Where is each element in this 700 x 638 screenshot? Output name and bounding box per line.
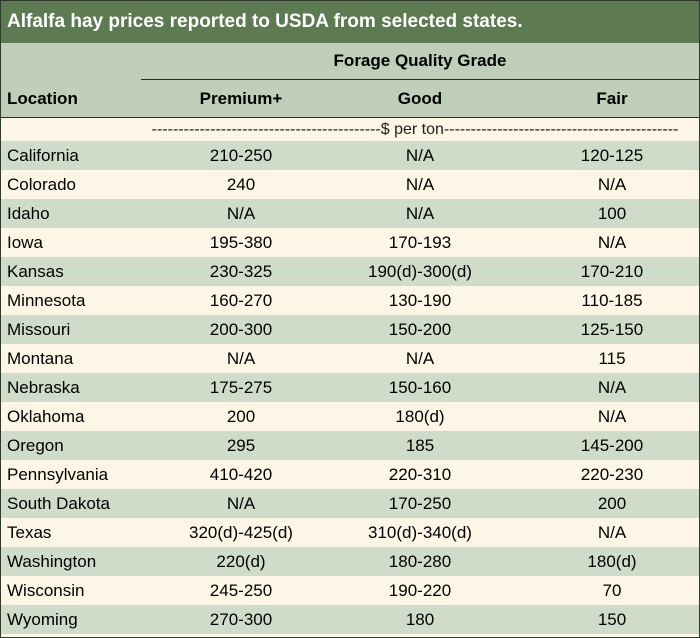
premium-column-header: Premium+: [199, 89, 283, 108]
location-cell: Montana: [7, 349, 74, 368]
table-header: Forage Quality Grade Location Premium+ G…: [1, 43, 699, 117]
table-row: Wisconsin 245-250 190-220 70: [1, 576, 699, 605]
location-cell: Oklahoma: [7, 407, 85, 426]
premium-cell: 245-250: [209, 581, 273, 600]
location-cell: South Dakota: [7, 494, 111, 513]
table-row: Kansas 230-325 190(d)-300(d) 170-210: [1, 257, 699, 286]
premium-cell: 200: [226, 407, 256, 426]
good-cell: 185: [405, 436, 435, 455]
premium-cell: 410-420: [209, 465, 273, 484]
location-column-header: Location: [7, 89, 78, 108]
good-cell: 150-160: [388, 378, 452, 397]
premium-cell: 230-325: [209, 262, 273, 281]
fair-cell: N/A: [597, 175, 627, 194]
good-column-header: Good: [397, 89, 443, 108]
header-rule: [141, 79, 699, 80]
location-cell: Missouri: [7, 320, 71, 339]
location-cell: Minnesota: [7, 291, 86, 310]
table-row: Minnesota 160-270 130-190 110-185: [1, 286, 699, 315]
premium-cell: 200-300: [209, 320, 273, 339]
location-cell: Kansas: [7, 262, 64, 281]
fair-cell: 100: [597, 204, 627, 223]
premium-cell: N/A: [226, 349, 256, 368]
table-row: Missouri 200-300 150-200 125-150: [1, 315, 699, 344]
table-body: California 210-250 N/A 120-125 Colorado 240 N/…: [1, 141, 699, 634]
location-cell: Nebraska: [7, 378, 80, 397]
good-cell: 180: [405, 610, 435, 629]
good-cell: 170-250: [388, 494, 452, 513]
table-title: Alfalfa hay prices reported to USDA from…: [1, 1, 699, 43]
good-cell: 180(d): [395, 407, 445, 426]
good-cell: 170-193: [388, 233, 452, 252]
premium-cell: 175-275: [209, 378, 273, 397]
premium-cell: 210-250: [209, 146, 273, 165]
good-cell: 310(d)-340(d): [368, 523, 472, 542]
good-cell: N/A: [405, 349, 435, 368]
premium-cell: N/A: [226, 494, 256, 513]
fair-cell: 220-230: [580, 465, 644, 484]
location-cell: Wisconsin: [7, 581, 85, 600]
location-cell: California: [7, 146, 79, 165]
premium-cell: 195-380: [209, 233, 273, 252]
location-cell: Wyoming: [7, 610, 78, 629]
fair-cell: 200: [597, 494, 627, 513]
location-cell: Washington: [7, 552, 97, 571]
table-row: Montana N/A N/A 115: [1, 344, 699, 373]
fair-cell: N/A: [597, 378, 627, 397]
table-row: Idaho N/A N/A 100: [1, 199, 699, 228]
table-row: Pennsylvania 410-420 220-310 220-230: [1, 460, 699, 489]
location-cell: Texas: [7, 523, 52, 542]
units-label: ----------------------------------------…: [1, 117, 699, 141]
good-cell: N/A: [405, 204, 435, 223]
good-cell: 180-280: [388, 552, 452, 571]
premium-cell: 320(d)-425(d): [189, 523, 293, 542]
premium-cell: 240: [226, 175, 256, 194]
table-row: South Dakota N/A 170-250 200: [1, 489, 699, 518]
good-cell: 130-190: [388, 291, 452, 310]
good-cell: N/A: [405, 175, 435, 194]
location-cell: Iowa: [7, 233, 43, 252]
premium-cell: N/A: [226, 204, 256, 223]
table-row: Iowa 195-380 170-193 N/A: [1, 228, 699, 257]
premium-cell: 160-270: [209, 291, 273, 310]
premium-cell: 270-300: [209, 610, 273, 629]
good-cell: 220-310: [388, 465, 452, 484]
table-row: Nebraska 175-275 150-160 N/A: [1, 373, 699, 402]
table-row: Wyoming 270-300 180 150: [1, 605, 699, 634]
fair-cell: 170-210: [580, 262, 644, 281]
good-cell: 150-200: [388, 320, 452, 339]
fair-column-header: Fair: [596, 89, 628, 108]
table-row: Texas 320(d)-425(d) 310(d)-340(d) N/A: [1, 518, 699, 547]
location-cell: Colorado: [7, 175, 76, 194]
fair-cell: N/A: [597, 233, 627, 252]
location-cell: Pennsylvania: [7, 465, 109, 484]
premium-cell: 220(d): [216, 552, 266, 571]
forage-quality-grade-heading: Forage Quality Grade: [333, 51, 507, 70]
fair-cell: 180(d): [587, 552, 637, 571]
table-row: Oregon 295 185 145-200: [1, 431, 699, 460]
location-cell: Oregon: [7, 436, 64, 455]
table-row: Colorado 240 N/A N/A: [1, 170, 699, 199]
location-cell: Idaho: [7, 204, 50, 223]
fair-cell: 145-200: [580, 436, 644, 455]
premium-cell: 295: [226, 436, 256, 455]
good-cell: 190(d)-300(d): [368, 262, 472, 281]
fair-cell: 125-150: [580, 320, 644, 339]
fair-cell: 150: [597, 610, 627, 629]
fair-cell: 115: [598, 349, 626, 368]
table-row: Oklahoma 200 180(d) N/A: [1, 402, 699, 431]
good-cell: N/A: [405, 146, 435, 165]
fair-cell: N/A: [597, 523, 627, 542]
fair-cell: N/A: [597, 407, 627, 426]
fair-cell: 70: [602, 581, 622, 600]
fair-cell: 120-125: [580, 146, 644, 165]
fair-cell: 110-185: [581, 291, 643, 310]
good-cell: 190-220: [388, 581, 452, 600]
table-row: California 210-250 N/A 120-125: [1, 141, 699, 170]
table-row: Washington 220(d) 180-280 180(d): [1, 547, 699, 576]
